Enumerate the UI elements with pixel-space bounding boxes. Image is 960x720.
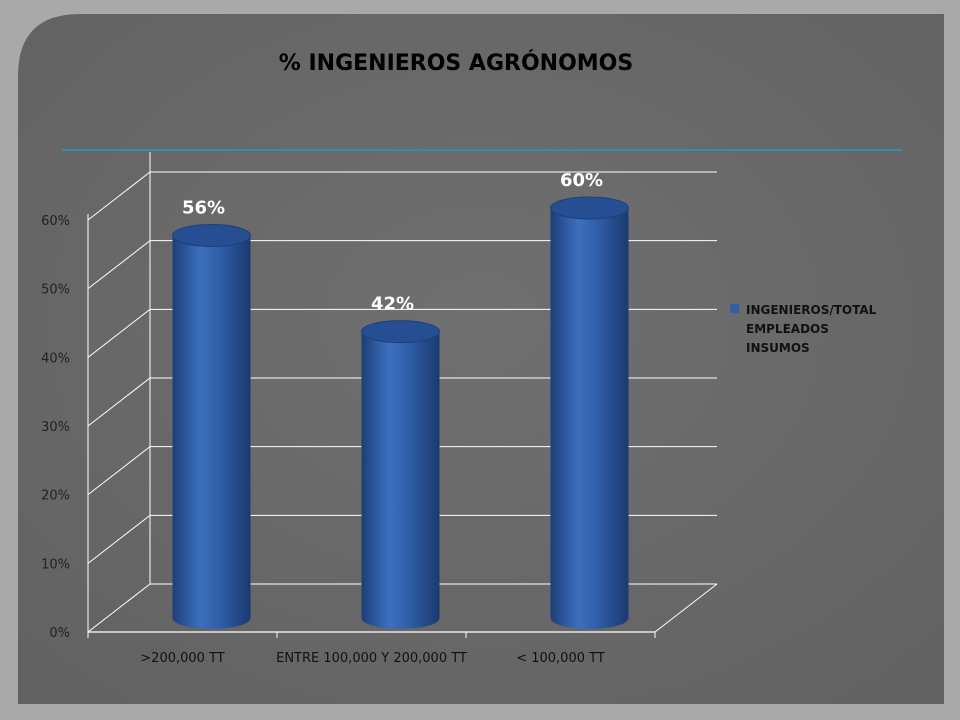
data-label: 60% [560,170,603,191]
bar-body [361,331,440,629]
bar [172,223,251,629]
legend-label: INGENIEROS/TOTAL [746,303,877,317]
bar [550,196,629,629]
y-tick-label: 0% [49,626,70,641]
legend-swatch [730,304,739,313]
legend-label: INSUMOS [746,341,810,355]
y-tick-label: 30% [41,420,70,435]
chart-title: % INGENIEROS AGRÓNOMOS [279,50,633,76]
y-tick-label: 40% [41,351,70,366]
bar-top [361,320,440,344]
bar-top [550,196,629,220]
x-category-label: >200,000 TT [140,651,224,666]
legend-label: EMPLEADOS [746,322,829,336]
chart-panel [18,14,944,704]
y-tick-label: 10% [41,557,70,572]
x-category-label: < 100,000 TT [516,651,605,666]
bar-body [172,235,251,629]
bar [361,320,440,629]
floor-edge [654,583,718,633]
y-tick-label: 50% [41,283,70,298]
data-label: 42% [371,294,414,315]
y-tick-label: 60% [41,214,70,229]
bar-top [172,223,251,247]
data-label: 56% [182,197,225,218]
x-category-label: ENTRE 100,000 Y 200,000 TT [276,651,467,666]
bar-body [550,208,629,629]
y-tick-label: 20% [41,489,70,504]
